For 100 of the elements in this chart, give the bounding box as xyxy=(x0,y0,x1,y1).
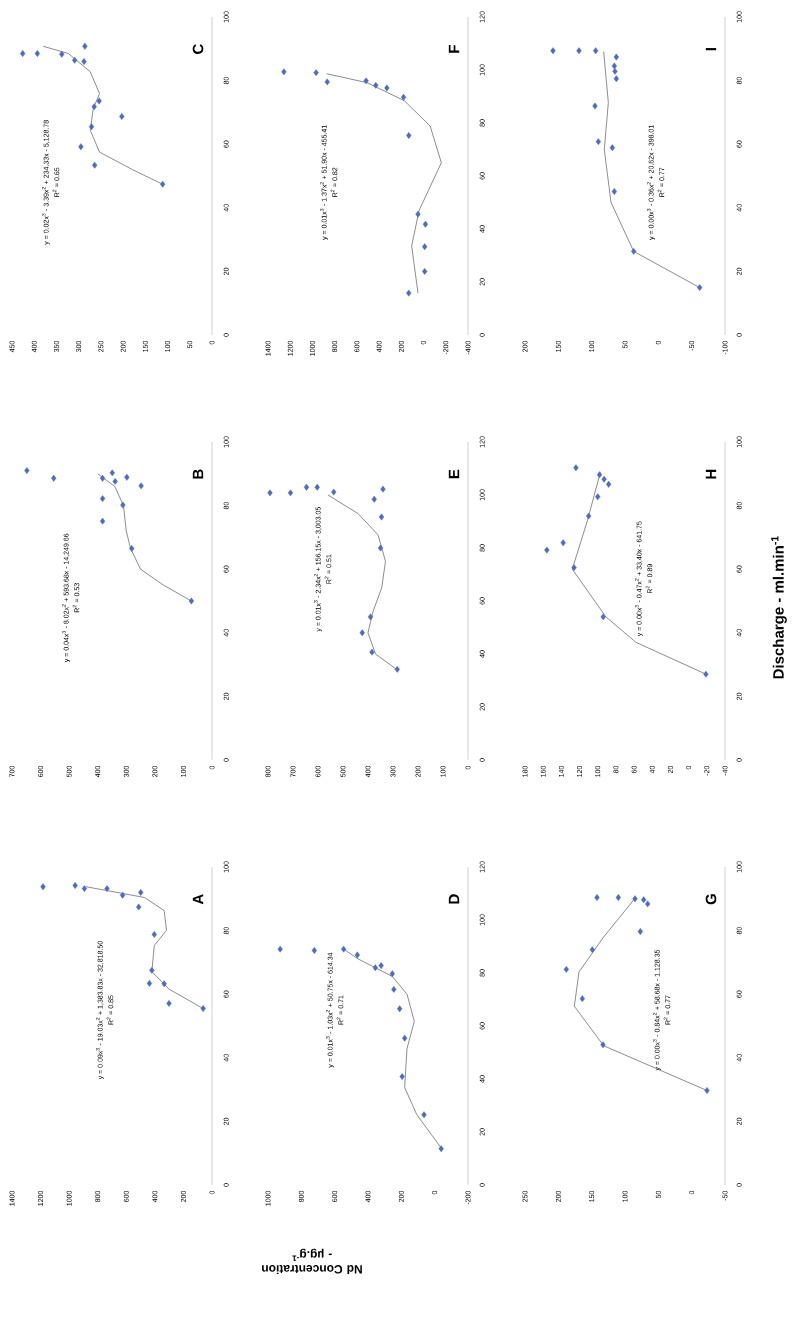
point xyxy=(402,1034,408,1042)
point xyxy=(59,50,65,58)
point xyxy=(120,501,126,509)
point xyxy=(576,47,582,55)
point xyxy=(596,471,603,479)
point xyxy=(592,102,598,110)
point xyxy=(92,161,98,169)
point xyxy=(422,267,428,275)
point xyxy=(415,210,421,218)
point xyxy=(586,512,592,520)
point xyxy=(611,188,617,195)
point xyxy=(579,995,585,1003)
point xyxy=(341,945,347,953)
point xyxy=(138,889,144,896)
point xyxy=(277,945,283,953)
text: G xyxy=(705,894,717,905)
line-series xyxy=(326,73,442,294)
point xyxy=(372,964,378,972)
point xyxy=(146,979,153,987)
point xyxy=(161,980,167,988)
point xyxy=(373,81,379,89)
text: C xyxy=(192,44,204,54)
point xyxy=(438,1145,444,1153)
point xyxy=(560,539,566,547)
point xyxy=(166,1000,172,1007)
point xyxy=(378,962,384,969)
point xyxy=(367,613,374,621)
point xyxy=(397,1005,403,1013)
point xyxy=(631,247,637,255)
point xyxy=(380,485,386,493)
point xyxy=(136,903,142,911)
point xyxy=(151,931,157,938)
point xyxy=(611,62,617,70)
point xyxy=(573,464,579,472)
point xyxy=(138,482,144,490)
point xyxy=(303,483,310,491)
point xyxy=(82,42,88,50)
point xyxy=(313,69,319,77)
point xyxy=(359,629,365,637)
point xyxy=(550,47,556,55)
point xyxy=(99,495,106,502)
point xyxy=(104,885,110,893)
point xyxy=(595,493,601,501)
point xyxy=(99,474,106,482)
point xyxy=(632,895,638,903)
point xyxy=(606,480,612,488)
point xyxy=(188,597,195,605)
point xyxy=(109,469,115,477)
point xyxy=(34,50,40,57)
point xyxy=(311,947,317,954)
point xyxy=(595,138,601,146)
point xyxy=(394,665,400,673)
point xyxy=(378,513,385,521)
point xyxy=(324,78,330,86)
point xyxy=(641,896,647,904)
point xyxy=(112,478,118,485)
point xyxy=(281,68,287,76)
point xyxy=(40,883,46,891)
y-axis-title: Discharge - ml.min$^{-1}$ xyxy=(771,536,787,679)
point xyxy=(421,1111,427,1119)
point xyxy=(704,1087,710,1094)
point xyxy=(600,1041,606,1049)
point xyxy=(129,545,135,552)
point xyxy=(601,475,607,483)
point xyxy=(594,894,600,901)
point xyxy=(267,489,273,497)
point xyxy=(160,180,166,188)
point xyxy=(20,50,26,57)
point xyxy=(119,891,126,899)
point xyxy=(200,1005,206,1012)
point xyxy=(124,473,130,481)
point xyxy=(91,103,97,111)
point xyxy=(406,132,412,139)
point xyxy=(544,546,550,554)
text: D xyxy=(448,894,460,904)
point xyxy=(593,47,599,55)
point xyxy=(369,648,375,656)
point xyxy=(72,56,78,64)
point xyxy=(399,1073,405,1080)
point xyxy=(119,113,125,120)
point xyxy=(571,564,577,571)
x-axis-title: Nd Concentration - µg.g$^{-1}$ xyxy=(262,1248,362,1274)
point xyxy=(637,928,643,935)
point xyxy=(363,77,369,85)
point xyxy=(354,951,360,959)
point xyxy=(613,75,619,83)
text: I xyxy=(705,48,717,51)
text: H xyxy=(705,469,717,479)
point xyxy=(389,970,395,978)
point xyxy=(88,123,95,131)
point xyxy=(81,885,88,893)
point xyxy=(563,965,569,973)
point xyxy=(600,613,606,621)
point xyxy=(613,53,619,61)
point xyxy=(149,966,155,974)
point xyxy=(422,220,429,228)
point xyxy=(377,544,384,552)
point xyxy=(371,495,377,503)
point xyxy=(589,946,595,954)
point xyxy=(24,467,30,475)
